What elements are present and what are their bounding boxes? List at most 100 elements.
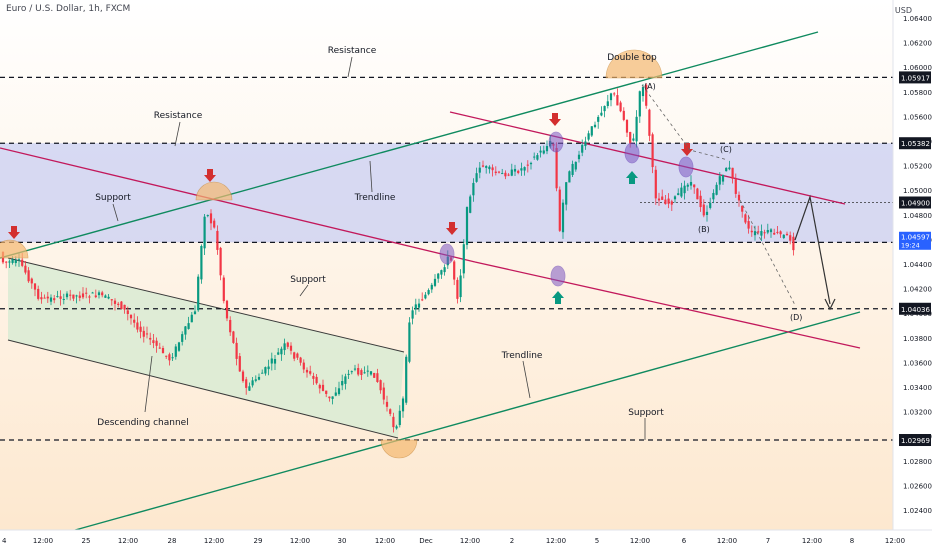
candle-body [609, 93, 613, 101]
price-tick-label: 1.05800 [903, 89, 932, 97]
candle-body [33, 283, 37, 290]
candle-body [120, 301, 123, 310]
candle-body [289, 345, 293, 351]
projection-arrowhead [824, 298, 836, 311]
label-trendline-bottom: Trendline [501, 351, 543, 361]
candle-body [296, 353, 299, 358]
candle-body [696, 188, 699, 200]
trendline-bottom-pointer [522, 360, 531, 399]
candle-body [17, 259, 21, 261]
candle-body [117, 303, 120, 305]
candle-body [565, 182, 568, 205]
candle-body [398, 410, 401, 426]
candle-body [497, 171, 501, 173]
candle-body [113, 300, 117, 304]
wave-dashed-path-d [739, 199, 796, 306]
candle-body [21, 259, 24, 266]
candle-body [475, 173, 478, 182]
red-resistance-line-right [474, 261, 861, 349]
candle-body [97, 292, 101, 296]
price-tick-label: 1.03600 [903, 359, 932, 367]
candle-body [40, 297, 43, 300]
candle-body [78, 295, 81, 298]
buy-arrow-2 [552, 291, 564, 304]
candle-body [414, 304, 417, 310]
candle-body [641, 86, 645, 97]
label-descending-channel: Descending channel [97, 418, 188, 428]
price-tick-label: 1.03400 [903, 384, 932, 392]
time-tick-label: 12:00 [290, 537, 310, 545]
candle-body [216, 230, 219, 250]
candle-body [376, 373, 379, 382]
candle-body [421, 299, 424, 301]
candle-body [174, 346, 177, 357]
candle-body [8, 261, 11, 263]
candle-body [555, 147, 558, 189]
candle-body [411, 310, 414, 319]
candle-body [619, 102, 622, 112]
candle-body [5, 261, 8, 263]
lower-trendline [67, 311, 861, 533]
time-tick-label: 12:00 [802, 537, 822, 545]
support-resistance-zone [0, 143, 893, 243]
time-tick-label: 25 [82, 537, 91, 545]
candle-body [721, 175, 725, 182]
candle-body [155, 340, 158, 346]
candle-body [718, 176, 721, 185]
time-tick-label: 12:00 [885, 537, 905, 545]
candle-body [568, 171, 571, 183]
bottom-highlight [380, 439, 418, 459]
time-tick-label: 12:00 [375, 537, 395, 545]
plot-background [0, 0, 893, 530]
candle-body [571, 163, 574, 175]
candle-body [686, 184, 689, 187]
candle-body [341, 381, 344, 386]
candle-body [472, 182, 475, 196]
candle-body [593, 124, 597, 128]
price-tick-label: 1.06000 [903, 64, 932, 72]
candle-body [232, 331, 235, 343]
time-tick-label: 12:00 [33, 537, 53, 545]
candle-body [347, 373, 350, 375]
candle-body [638, 91, 641, 117]
candle-body [158, 347, 161, 349]
level-price-tag-text: 1.05917 [901, 74, 930, 82]
candle-body [277, 352, 280, 355]
candle-body [369, 371, 373, 375]
candle-body [49, 297, 53, 302]
top-highlight-mid [195, 181, 233, 201]
time-tick-label: 28 [168, 537, 177, 545]
candle-body [56, 296, 59, 298]
candle-body [59, 296, 62, 299]
candle-body [712, 192, 715, 200]
candle-body [321, 384, 325, 391]
top-highlight-left [0, 239, 29, 259]
candle-body [494, 171, 497, 173]
candle-body [81, 293, 85, 298]
candle-body [350, 371, 353, 373]
candle-body [513, 168, 517, 172]
candle-body [136, 322, 139, 330]
candle-body [574, 161, 577, 170]
candle-body [104, 295, 107, 298]
candle-body [689, 181, 693, 186]
candle-body [440, 270, 443, 275]
candle-body [526, 164, 529, 166]
candle-body [651, 134, 654, 168]
candle-body [197, 276, 200, 311]
candle-body [587, 133, 590, 140]
candle-body [600, 112, 603, 116]
time-tick-label: 2 [510, 537, 514, 545]
candle-body [241, 371, 245, 382]
candle-body [309, 371, 312, 374]
candle-body [766, 230, 769, 233]
candle-body [635, 116, 638, 142]
touch-point-marker [548, 131, 564, 153]
candle-body [529, 162, 533, 165]
candle-body [702, 204, 705, 216]
support-mid-pointer [299, 284, 309, 297]
time-tick-label: 6 [682, 537, 687, 545]
candle-body [344, 376, 347, 384]
